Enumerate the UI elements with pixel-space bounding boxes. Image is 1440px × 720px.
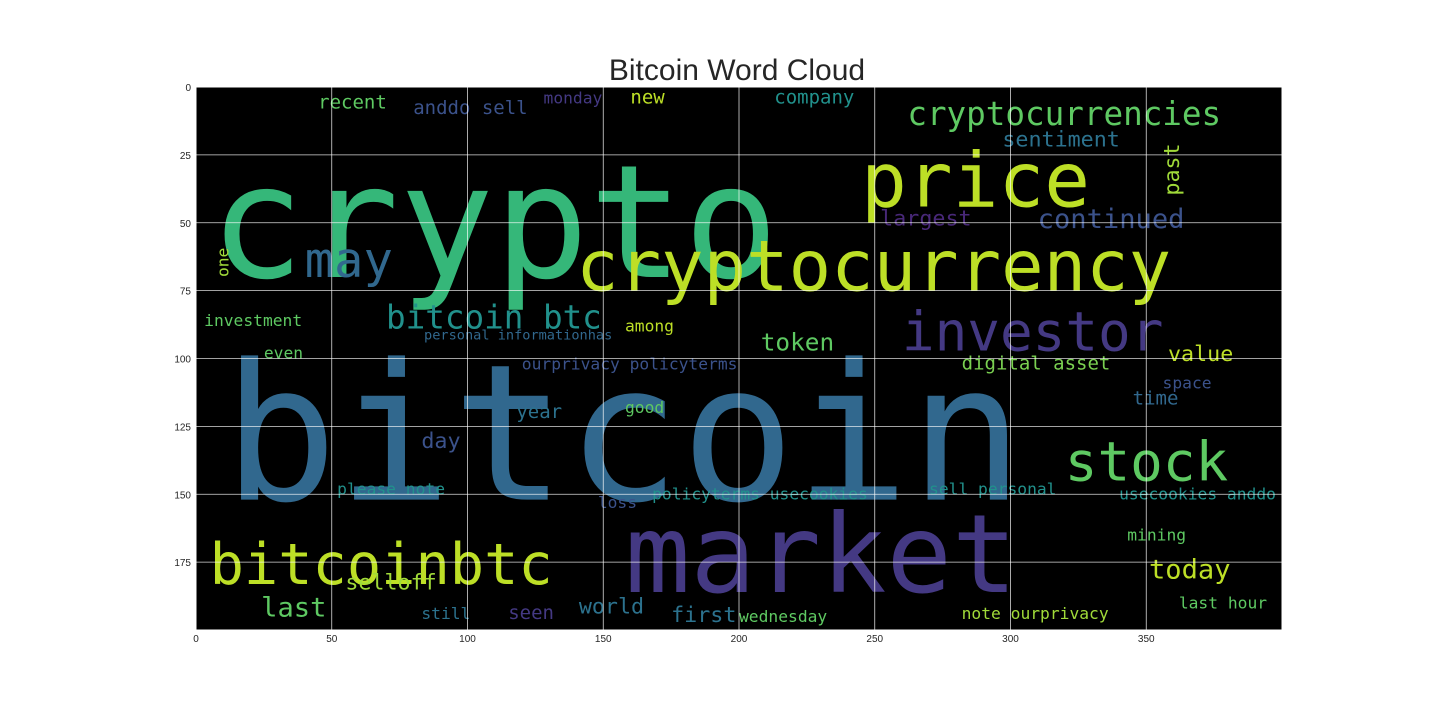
grid-lines: [196, 87, 1282, 630]
y-tick-label: 75: [180, 287, 192, 298]
word-day: day: [421, 429, 460, 454]
word-seen: seen: [508, 602, 554, 624]
word-world: world: [579, 595, 644, 620]
word-new: new: [630, 86, 665, 108]
x-tick-label: 300: [1002, 634, 1019, 645]
word-please-note: please note: [337, 479, 445, 498]
word-bitcoinbtc: bitcoinbtc: [210, 532, 553, 598]
word-token: token: [761, 327, 834, 356]
word-wednesday: wednesday: [739, 607, 827, 626]
word-time: time: [1133, 388, 1179, 410]
x-ticks: 0 50 100 150 200 250 300 350: [193, 634, 1155, 645]
word-bitcoin: bitcoin: [223, 324, 1024, 545]
word-market: market: [625, 491, 1017, 618]
y-tick-label: 50: [180, 219, 192, 230]
word-past: past: [1160, 143, 1185, 195]
word-cryptocurrency: cryptocurrency: [576, 225, 1171, 308]
word-sell-personal: sell personal: [929, 479, 1056, 498]
word-investment: investment: [204, 311, 302, 330]
y-tick-label: 175: [174, 558, 191, 569]
y-tick-label: 25: [180, 151, 192, 162]
word-selloff: selloff: [345, 570, 436, 595]
x-tick-label: 150: [595, 634, 612, 645]
x-tick-label: 50: [326, 634, 338, 645]
word-recent: recent: [318, 92, 387, 114]
word-digital-asset: digital asset: [962, 352, 1111, 374]
word-personal-informationhas: personal informationhas: [424, 327, 612, 343]
y-tick-label: 150: [174, 490, 191, 501]
word-last-hour: last hour: [1179, 593, 1267, 612]
word-good: good: [625, 398, 664, 417]
word-bitcoin-btc: bitcoin btc: [386, 299, 602, 337]
word-loss: loss: [598, 493, 637, 512]
word-company: company: [774, 86, 854, 108]
word-monday: monday: [544, 88, 603, 107]
y-tick-label: 0: [185, 83, 191, 94]
chart-title: Bitcoin Word Cloud: [609, 54, 865, 87]
word-mining: mining: [1127, 525, 1186, 544]
word-year: year: [516, 401, 562, 423]
word-among: among: [625, 316, 674, 335]
word-continued: continued: [1038, 204, 1185, 235]
y-ticks: 0 25 50 75 100 125 150 175: [174, 83, 191, 569]
word-investor: investor: [902, 300, 1164, 363]
word-first: first: [671, 603, 736, 628]
word-even: even: [264, 344, 303, 363]
word-last: last: [261, 592, 326, 623]
word-ourprivacy-policyterms: ourprivacy policyterms: [522, 354, 738, 373]
word-crypto: crypto: [210, 132, 779, 315]
y-tick-label: 125: [174, 422, 191, 433]
word-one: one: [214, 248, 233, 277]
x-tick-label: 350: [1138, 634, 1155, 645]
word-still: still: [421, 604, 470, 623]
word-today: today: [1149, 554, 1231, 585]
word-space: space: [1163, 373, 1212, 392]
word-value: value: [1168, 342, 1233, 367]
x-tick-label: 100: [459, 634, 476, 645]
x-tick-label: 0: [193, 634, 199, 645]
word-sentiment: sentiment: [1002, 128, 1120, 153]
word-largest: largest: [880, 206, 971, 231]
plot-frame: [195, 86, 1283, 631]
x-tick-label: 200: [731, 634, 748, 645]
word-may: may: [305, 232, 393, 289]
y-tick-label: 100: [174, 355, 191, 366]
word-price: price: [861, 135, 1090, 224]
word-anddo-sell: anddo sell: [413, 97, 527, 119]
word-note-ourprivacy: note ourprivacy: [962, 604, 1109, 623]
word-cryptocurrencies: cryptocurrencies: [907, 95, 1221, 133]
x-tick-label: 250: [866, 634, 883, 645]
